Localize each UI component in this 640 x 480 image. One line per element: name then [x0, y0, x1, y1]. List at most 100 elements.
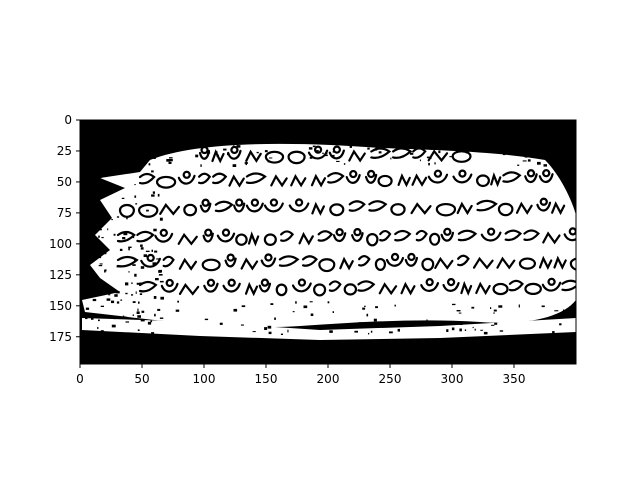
noise-speck: [456, 310, 461, 312]
y-tick-label: 175: [49, 330, 72, 344]
noise-speck: [139, 282, 143, 286]
noise-speck: [115, 291, 120, 294]
noise-speck: [103, 221, 106, 225]
leaf-lower-band: [82, 318, 576, 340]
noise-speck: [148, 163, 151, 166]
script-glyph: [233, 198, 246, 213]
noise-speck: [354, 330, 358, 333]
noise-speck: [136, 311, 140, 314]
noise-speck: [157, 193, 160, 197]
script-glyph: [343, 283, 358, 296]
noise-speck: [446, 329, 449, 332]
script-glyph: [385, 252, 405, 267]
noise-speck: [270, 303, 274, 305]
noise-speck: [451, 327, 455, 331]
noise-speck: [528, 152, 531, 155]
script-glyph: [551, 201, 566, 216]
noise-speck: [287, 329, 289, 333]
noise-speck: [219, 322, 223, 325]
script-glyph: [318, 258, 336, 273]
noise-speck: [92, 298, 97, 302]
noise-speck: [241, 305, 246, 308]
noise-speck: [137, 329, 140, 331]
noise-speck: [390, 157, 392, 160]
noise-speck: [551, 152, 554, 156]
noise-speck: [98, 265, 103, 267]
script-glyph: [301, 255, 318, 267]
y-axis: 0 25 50 75 100 125 150 175: [49, 113, 80, 344]
x-axis: 0 50 100 150 200 250 300 350: [76, 364, 525, 386]
noise-speck: [453, 159, 456, 161]
noise-speck: [115, 187, 118, 189]
noise-speck: [113, 233, 116, 236]
noise-speck: [91, 183, 93, 186]
noise-speck: [312, 145, 316, 148]
noise-speck: [498, 148, 502, 151]
noise-speck: [108, 294, 111, 296]
noise-speck: [563, 309, 565, 313]
noise-speck: [111, 324, 116, 328]
noise-speck: [233, 145, 235, 148]
noise-speck: [402, 146, 405, 150]
image-plot-area: [80, 120, 576, 364]
noise-speck: [394, 304, 396, 307]
script-glyph: [222, 278, 241, 293]
noise-speck: [233, 308, 238, 312]
noise-speck: [154, 250, 158, 253]
noise-speck: [156, 258, 160, 260]
noise-speck: [138, 301, 140, 304]
script-glyph: [212, 172, 228, 185]
script-glyph: [177, 232, 198, 246]
x-tick-label: 200: [317, 372, 340, 386]
noise-speck: [136, 282, 140, 285]
noise-speck: [100, 305, 104, 307]
noise-speck: [101, 237, 104, 239]
noise-speck: [159, 317, 164, 319]
noise-speck: [153, 228, 157, 232]
noise-speck: [122, 237, 126, 240]
script-glyph: [404, 252, 419, 267]
noise-speck: [85, 307, 90, 310]
noise-speck: [389, 331, 393, 334]
noise-speck: [303, 305, 308, 309]
script-glyph: [569, 257, 576, 271]
script-glyph: [496, 256, 516, 270]
noise-speck: [378, 151, 382, 154]
noise-speck: [525, 146, 529, 148]
noise-speck: [426, 156, 431, 159]
noise-speck: [98, 235, 100, 238]
script-glyph: [290, 174, 307, 188]
noise-speck: [91, 318, 94, 320]
x-tick-label: 50: [134, 372, 149, 386]
noise-speck: [92, 253, 95, 255]
noise-speck: [267, 161, 272, 163]
script-glyph: [394, 229, 412, 242]
script-glyph: [235, 233, 248, 246]
noise-speck: [329, 330, 333, 333]
noise-speck: [99, 175, 102, 179]
noise-speck: [367, 147, 370, 150]
noise-speck: [139, 293, 143, 295]
noise-speck: [116, 265, 120, 268]
script-glyph: [291, 278, 312, 293]
script-glyph: [298, 231, 314, 246]
noise-speck: [140, 247, 144, 250]
script-glyph: [270, 174, 288, 188]
script-glyph: [288, 198, 310, 213]
noise-speck: [362, 307, 366, 310]
noise-speck: [119, 248, 123, 251]
script-glyph: [328, 145, 345, 160]
noise-speck: [207, 151, 211, 154]
image-noise: [82, 145, 566, 337]
script-glyph: [227, 145, 242, 160]
script-glyph: [278, 255, 300, 267]
noise-speck: [236, 145, 241, 148]
noise-speck: [134, 273, 137, 277]
noise-speck: [375, 306, 378, 309]
noise-speck: [240, 324, 244, 326]
noise-speck: [146, 209, 149, 212]
noise-speck: [132, 264, 136, 266]
noise-speck: [107, 228, 109, 231]
noise-speck: [132, 314, 134, 316]
script-glyph: [287, 150, 306, 165]
